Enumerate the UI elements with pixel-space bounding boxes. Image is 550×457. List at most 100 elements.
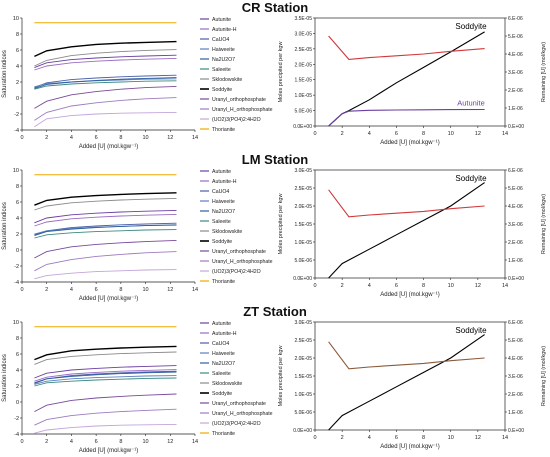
series-line-soddyite [34,192,177,206]
y2-axis-label: Remaining [U] (mol/kgw) [541,346,547,406]
y-tick-label: -2 [14,112,19,118]
y-tick-label: 2 [16,232,19,238]
y2-axis-label: Remaining [U] (mol/kgw) [541,42,547,102]
y-tick-label: 8 [16,336,19,342]
x-tick-label: 2 [341,435,344,441]
x-tick-label: 0 [313,283,316,289]
legend-label-autunite: Autunite [212,321,231,327]
legend-label-saleeite: Saleeite [212,219,231,225]
legend-label-haiweeite: Haiweeite [212,199,235,205]
x-tick-label: 14 [502,131,508,137]
series-line-autunite-h [34,213,177,227]
legend-label-cauo4: CaUO4 [212,37,229,43]
legend-label-autunite-h: Autunite-H [212,27,237,33]
series-line-cauo4 [34,74,177,89]
series-line-autunite [34,365,177,379]
x-axis-label: Added [U] (mol.kgw⁻¹) [380,292,440,298]
x-tick-label: 10 [143,287,149,293]
plot-frame [314,321,506,431]
y-tick-label: 5.0E-06 [294,109,312,115]
legend-label-na2u2o7: Na2U2O7 [212,57,235,63]
y-tick-label: 3.0E-05 [294,168,312,174]
series-line-na2u2o7 [34,77,177,89]
y-tick-label: 0 [16,96,19,102]
y-tick-label: 2.5E-05 [294,338,312,344]
y-tick-label: -4 [14,432,19,438]
series-line-soddyite [34,40,177,58]
x-tick-label: 6 [95,135,98,141]
y-tick-label: 0 [16,248,19,254]
x-tick-label: 10 [448,131,454,137]
x-tick-label: 6 [95,287,98,293]
x-tick-label: 2 [45,439,48,445]
series-line-uo2-3-po4-2-4h2o [34,423,177,434]
y2-tick-label: 6.E-06 [508,320,523,326]
x-tick-label: 2 [341,131,344,137]
y2-tick-label: 5.E-06 [508,34,523,40]
saturation-chart-cr: 0 2 4 6 8 10 12 14 -4 -2 0 2 4 6 8 10 Added [U] (mol.kgw… [2,16,273,150]
y-tick-label: 10 [13,320,19,326]
legend-label-thorianite: Thorianite [212,127,235,133]
legend-label-uo2-3-po4-2-4h2o: (UO2)3(PO4)2:4H2O [212,269,261,275]
x-tick-label: 4 [70,439,73,445]
x-tick-label: 2 [45,287,48,293]
annotation-soddyite: Soddyite [455,22,487,31]
y2-tick-label: 0.E+00 [508,124,524,130]
y2-tick-label: 3.E-06 [508,374,523,380]
x-axis-label: Added [U] (mol.kgw⁻¹) [380,140,440,146]
series-line-saleeite [34,377,177,387]
y2-tick-label: 4.E-06 [508,356,523,362]
x-tick-label: 4 [368,435,371,441]
x-tick-label: 4 [70,287,73,293]
legend-label-soddyite: Soddyite [212,391,232,397]
y-tick-label: 4 [16,216,19,222]
y-axis-label: Moles precipited per kgw [278,194,284,255]
saturation-chart-zt: 0 2 4 6 8 10 12 14 -4 -2 0 2 4 6 8 10 Added [U] (mol.kgw… [2,320,273,454]
y2-tick-label: 3.E-06 [508,222,523,228]
y-tick-label: 1.0E-05 [294,93,312,99]
legend-label-thorianite: Thorianite [212,279,235,285]
series-line-saleeite [34,229,177,239]
x-tick-label: 12 [167,287,173,293]
series-line-sklodowskite [34,49,177,67]
legend-label-uranyl-h-orthophosphate: Uranyl_H_orthophosphate [212,411,273,417]
x-axis-label: Added [U] (mol.kgw⁻¹) [79,144,139,150]
y-axis-label: Saturation indices [2,50,8,98]
y2-tick-label: 5.E-06 [508,338,523,344]
series-line-uranyl-orthophosphate [34,85,177,109]
y-tick-label: 2.5E-05 [294,186,312,192]
x-tick-label: 0 [313,131,316,137]
y-tick-label: 6 [16,48,19,54]
y-tick-label: 6 [16,200,19,206]
x-tick-label: 12 [475,283,481,289]
y-tick-label: 4 [16,64,19,70]
series-line-saleeite [34,80,177,90]
y-tick-label: 3.0E-05 [294,320,312,326]
x-tick-label: 0 [20,287,23,293]
x-axis-label: Added [U] (mol.kgw⁻¹) [79,448,139,454]
y-tick-label: -4 [14,128,19,134]
series-line-sklodowskite [34,351,177,365]
station-title-zt: ZT Station [243,304,307,319]
precipitation-chart-lm: 0 2 4 6 8 10 12 14 0.0E+00 5.0E-06 1.0E-05 1.5E-05 2… [278,168,547,298]
x-tick-label: 14 [192,287,198,293]
legend-label-uranyl-h-orthophosphate: Uranyl_H_orthophosphate [212,107,273,113]
series-line-soddyite [328,334,485,431]
y2-tick-label: 2.E-06 [508,392,523,398]
series-line-autunite [328,108,485,127]
x-tick-label: 8 [119,135,122,141]
y2-tick-label: 1.E-06 [508,258,523,264]
y-tick-label: -4 [14,280,19,286]
y2-tick-label: 2.E-06 [508,240,523,246]
y-tick-label: 2.0E-05 [294,204,312,210]
series-line-remaining-u [328,341,485,370]
y-tick-label: 0.0E+00 [293,124,312,130]
legend-label-uo2-3-po4-2-4h2o: (UO2)3(PO4)2:4H2O [212,117,261,123]
y-tick-label: 1.5E-05 [294,222,312,228]
y-tick-label: 1.0E-05 [294,240,312,246]
annotation-soddyite: Soddyite [455,174,487,183]
y2-tick-label: 4.E-06 [508,204,523,210]
annotation-soddyite: Soddyite [455,326,487,335]
x-tick-label: 8 [119,287,122,293]
series-line-autunite-h [34,369,177,382]
